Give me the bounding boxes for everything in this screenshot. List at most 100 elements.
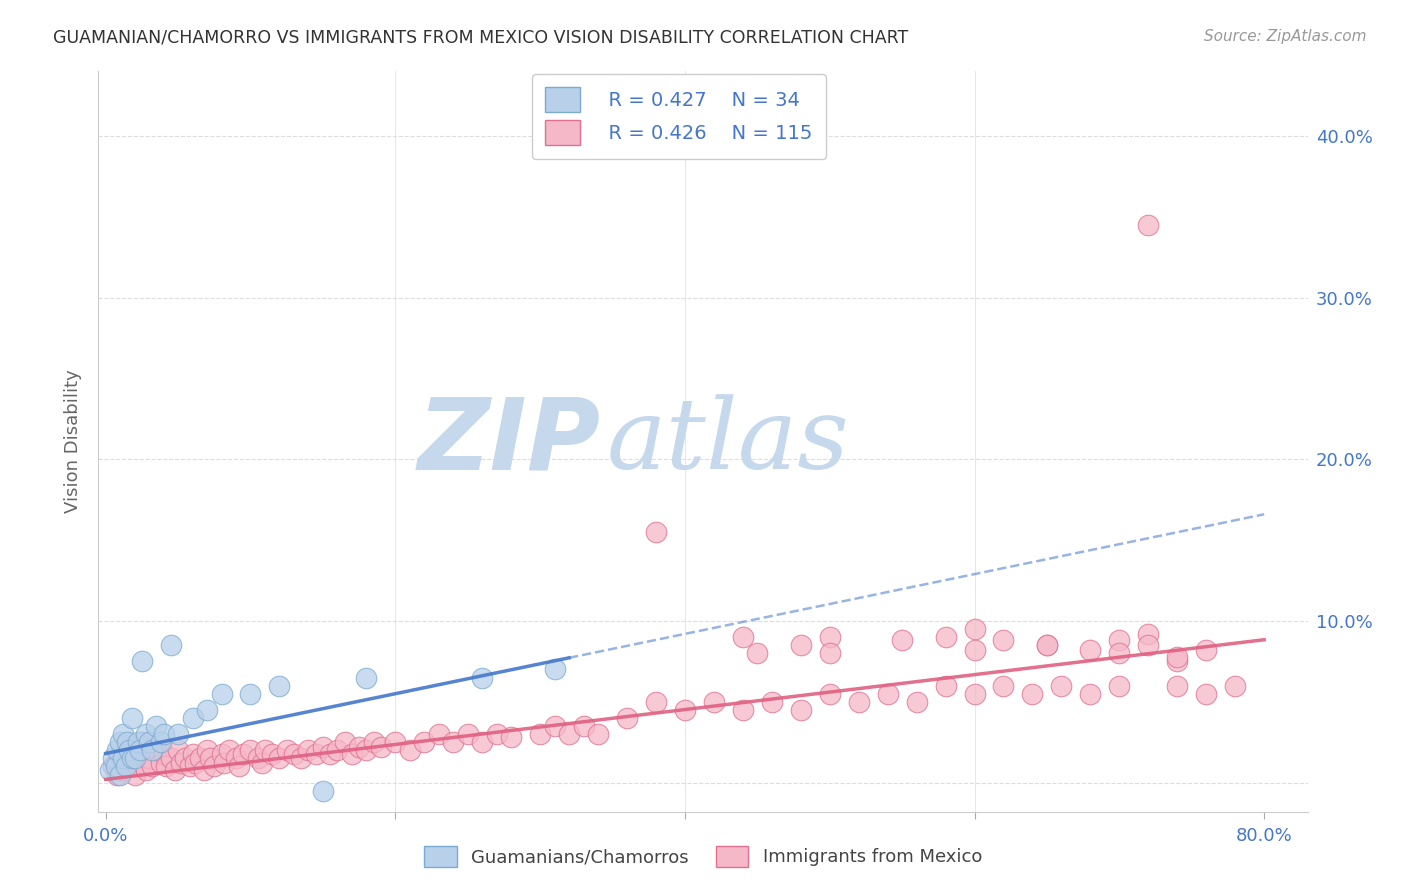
Point <box>616 711 638 725</box>
Point <box>963 687 986 701</box>
Point <box>127 747 149 761</box>
Point <box>398 743 420 757</box>
Point <box>290 751 312 765</box>
Point <box>135 763 157 777</box>
Point <box>124 751 146 765</box>
Point <box>356 743 378 757</box>
Point <box>131 654 153 668</box>
Point <box>121 759 143 773</box>
Point <box>586 727 609 741</box>
Point <box>312 783 335 797</box>
Point <box>529 727 551 741</box>
Point <box>193 763 215 777</box>
Point <box>1036 638 1059 652</box>
Point <box>645 695 668 709</box>
Point <box>218 743 240 757</box>
Point <box>124 751 146 765</box>
Point <box>818 687 841 701</box>
Point <box>129 743 152 757</box>
Point <box>101 751 124 765</box>
Point <box>413 735 436 749</box>
Point <box>457 727 479 741</box>
Point <box>471 671 494 685</box>
Point <box>1137 218 1160 232</box>
Point <box>269 679 291 693</box>
Point <box>441 735 464 749</box>
Point <box>283 747 305 761</box>
Point <box>1137 638 1160 652</box>
Point <box>112 727 135 741</box>
Point <box>131 735 153 749</box>
Point <box>1036 638 1059 652</box>
Point <box>118 743 141 757</box>
Point <box>174 751 197 765</box>
Point <box>731 703 754 717</box>
Point <box>848 695 870 709</box>
Point <box>673 703 696 717</box>
Point <box>124 767 146 781</box>
Point <box>370 740 392 755</box>
Text: GUAMANIAN/CHAMORRO VS IMMIGRANTS FROM MEXICO VISION DISABILITY CORRELATION CHART: GUAMANIAN/CHAMORRO VS IMMIGRANTS FROM ME… <box>53 29 908 46</box>
Point <box>141 759 163 773</box>
Point <box>181 711 204 725</box>
Point <box>159 751 181 765</box>
Point <box>149 756 172 771</box>
Point <box>501 731 523 745</box>
Point <box>239 687 262 701</box>
Point <box>963 643 986 657</box>
Point <box>179 759 201 773</box>
Point <box>211 687 233 701</box>
Point <box>181 747 204 761</box>
Point <box>188 751 211 765</box>
Point <box>101 759 124 773</box>
Point <box>340 747 363 761</box>
Point <box>818 646 841 660</box>
Point <box>152 747 174 761</box>
Point <box>127 735 149 749</box>
Point <box>135 727 157 741</box>
Point <box>269 751 291 765</box>
Point <box>138 751 160 765</box>
Point <box>167 743 190 757</box>
Point <box>790 638 813 652</box>
Point <box>121 751 143 765</box>
Point <box>184 756 207 771</box>
Point <box>876 687 898 701</box>
Point <box>225 751 247 765</box>
Point <box>731 630 754 644</box>
Point <box>1195 643 1218 657</box>
Point <box>108 735 131 749</box>
Point <box>1137 627 1160 641</box>
Point <box>297 743 319 757</box>
Point <box>131 756 153 771</box>
Point <box>1108 646 1130 660</box>
Legend: Guamanians/Chamorros, Immigrants from Mexico: Guamanians/Chamorros, Immigrants from Me… <box>416 838 990 874</box>
Point <box>1225 679 1247 693</box>
Point <box>485 727 508 741</box>
Point <box>195 703 218 717</box>
Point <box>195 743 218 757</box>
Point <box>105 743 128 757</box>
Point <box>319 747 342 761</box>
Point <box>761 695 783 709</box>
Point <box>145 719 167 733</box>
Point <box>1021 687 1043 701</box>
Point <box>250 756 273 771</box>
Point <box>117 756 139 771</box>
Text: ZIP: ZIP <box>418 393 600 490</box>
Point <box>149 735 172 749</box>
Point <box>115 759 138 773</box>
Point <box>1195 687 1218 701</box>
Point <box>262 747 284 761</box>
Point <box>1108 633 1130 648</box>
Point <box>363 735 385 749</box>
Point <box>790 703 813 717</box>
Point <box>993 633 1015 648</box>
Point <box>1166 649 1188 664</box>
Point <box>1166 654 1188 668</box>
Point <box>963 622 986 636</box>
Point <box>543 719 565 733</box>
Point <box>253 743 276 757</box>
Point <box>108 767 131 781</box>
Point <box>104 759 127 773</box>
